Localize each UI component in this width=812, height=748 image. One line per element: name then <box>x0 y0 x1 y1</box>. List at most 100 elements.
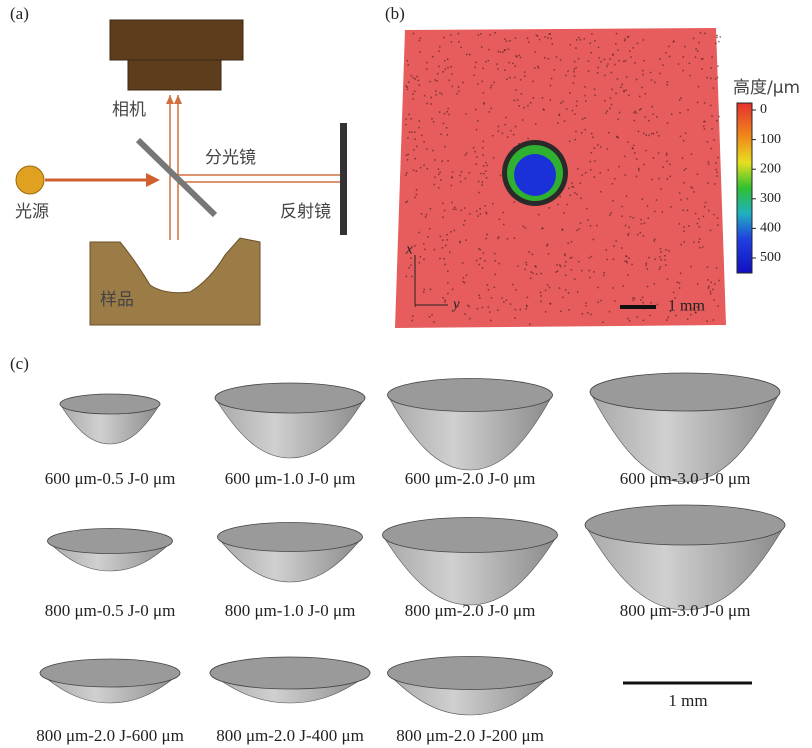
noise-dot <box>670 206 672 208</box>
noise-dot <box>443 258 445 260</box>
noise-dot <box>710 78 712 80</box>
noise-dot <box>447 270 449 272</box>
noise-dot <box>659 256 661 258</box>
noise-dot <box>583 38 585 40</box>
noise-dot <box>582 118 584 120</box>
noise-dot <box>597 302 599 304</box>
noise-dot <box>413 149 415 151</box>
noise-dot <box>489 311 491 313</box>
noise-dot <box>498 126 500 128</box>
noise-dot <box>683 226 685 228</box>
noise-dot <box>527 105 529 107</box>
noise-dot <box>637 43 639 45</box>
noise-dot <box>540 273 542 275</box>
noise-dot <box>408 81 410 83</box>
noise-dot <box>576 194 578 196</box>
noise-dot <box>436 80 438 82</box>
noise-dot <box>641 223 643 225</box>
noise-dot <box>405 124 407 126</box>
noise-dot <box>679 112 681 114</box>
noise-dot <box>711 67 713 69</box>
noise-dot <box>666 153 668 155</box>
noise-dot <box>405 118 407 120</box>
noise-dot <box>492 135 494 137</box>
noise-dot <box>588 60 590 62</box>
noise-dot <box>486 177 488 179</box>
noise-dot <box>603 272 605 274</box>
noise-dot <box>716 175 718 177</box>
noise-dot <box>693 191 695 193</box>
noise-dot <box>568 188 570 190</box>
noise-dot <box>439 258 441 260</box>
noise-dot <box>523 226 525 228</box>
noise-dot <box>423 289 425 291</box>
noise-dot <box>698 241 700 243</box>
noise-dot <box>475 62 477 64</box>
noise-dot <box>433 184 435 186</box>
noise-dot <box>647 286 649 288</box>
noise-dot <box>507 238 509 240</box>
caption: 800 μm-2.0 J-600 μm <box>36 726 184 745</box>
noise-dot <box>679 282 681 284</box>
noise-dot <box>510 130 512 132</box>
noise-dot <box>594 88 596 90</box>
noise-dot <box>517 99 519 101</box>
noise-dot <box>418 80 420 82</box>
noise-dot <box>636 158 638 160</box>
noise-dot <box>645 264 647 266</box>
noise-dot <box>487 284 489 286</box>
noise-dot <box>560 266 562 268</box>
noise-dot <box>617 78 619 80</box>
noise-dot <box>463 281 465 283</box>
noise-dot <box>688 225 690 227</box>
noise-dot <box>706 77 708 79</box>
noise-dot <box>713 299 715 301</box>
noise-dot <box>645 116 647 118</box>
noise-dot <box>571 257 573 259</box>
noise-dot <box>482 267 484 269</box>
noise-dot <box>424 249 426 251</box>
noise-dot <box>626 261 628 263</box>
noise-dot <box>643 320 645 322</box>
noise-dot <box>616 33 618 35</box>
noise-dot <box>550 99 552 101</box>
noise-dot <box>600 61 602 63</box>
noise-dot <box>420 167 422 169</box>
noise-dot <box>569 92 571 94</box>
noise-dot <box>660 251 662 253</box>
noise-dot <box>461 171 463 173</box>
noise-dot <box>646 263 648 265</box>
noise-dot <box>532 272 534 274</box>
noise-dot <box>476 210 478 212</box>
noise-dot <box>429 228 431 230</box>
noise-dot <box>485 61 487 63</box>
noise-dot <box>590 314 592 316</box>
noise-dot <box>715 78 717 80</box>
noise-dot <box>454 207 456 209</box>
noise-dot <box>540 301 542 303</box>
noise-dot <box>440 236 442 238</box>
noise-dot <box>462 82 464 84</box>
noise-dot <box>452 86 454 88</box>
noise-dot <box>464 220 466 222</box>
noise-dot <box>708 163 710 165</box>
noise-dot <box>483 252 485 254</box>
noise-dot <box>638 168 640 170</box>
noise-dot <box>476 156 478 158</box>
noise-dot <box>419 84 421 86</box>
scale-label: 1 mm <box>668 298 705 315</box>
noise-dot <box>520 79 522 81</box>
noise-dot <box>431 118 433 120</box>
caption: 600 μm-0.5 J-0 μm <box>45 469 176 488</box>
noise-dot <box>599 57 601 59</box>
noise-dot <box>405 174 407 176</box>
noise-dot <box>419 51 421 53</box>
noise-dot <box>438 187 440 189</box>
noise-dot <box>416 76 418 78</box>
noise-dot <box>414 245 416 247</box>
noise-dot <box>465 178 467 180</box>
noise-dot <box>479 297 481 299</box>
noise-dot <box>540 295 542 297</box>
noise-dot <box>680 97 682 99</box>
noise-dot <box>478 192 480 194</box>
